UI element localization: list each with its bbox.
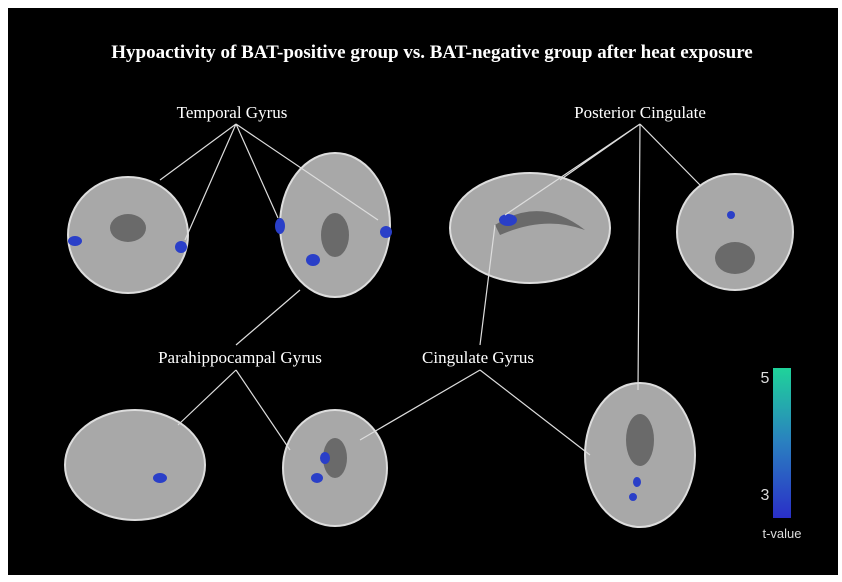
- colorbar-gradient: [773, 368, 791, 518]
- colorbar-max: 5: [761, 370, 770, 387]
- label: Cingulate Gyrus: [422, 348, 534, 367]
- label: Temporal Gyrus: [177, 103, 288, 122]
- title: Hypoactivity of BAT-positive group vs. B…: [111, 42, 752, 63]
- label: Parahippocampal Gyrus: [158, 348, 322, 367]
- figure: Hypoactivity of BAT-positive group vs. B…: [0, 0, 842, 582]
- colorbar-title: t-value: [762, 526, 801, 541]
- colorbar-min: 3: [761, 487, 770, 504]
- label: Posterior Cingulate: [574, 103, 706, 122]
